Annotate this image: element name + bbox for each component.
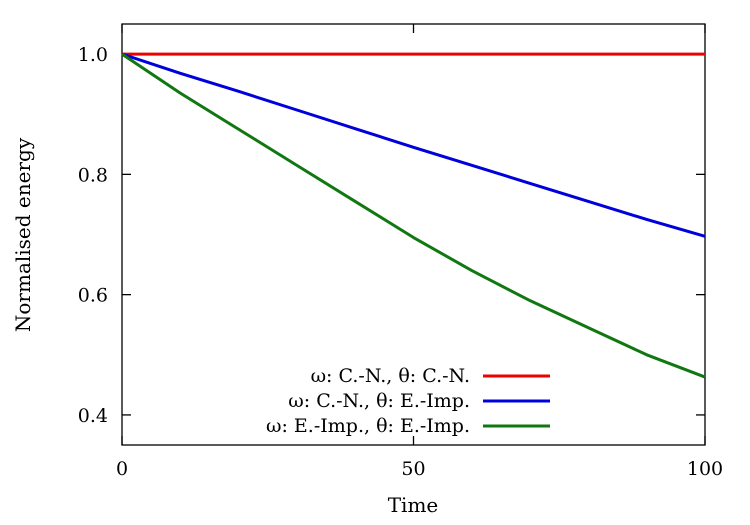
series-line-2 <box>121 52 706 379</box>
x-tick-label: 50 <box>401 458 425 480</box>
y-axis-label: Normalised energy <box>11 137 35 332</box>
series-lines <box>121 52 706 379</box>
x-axis-label: Time <box>388 493 439 517</box>
x-tick-label: 100 <box>687 458 723 480</box>
legend-label-2: ω: E.-Imp., θ: E.-Imp. <box>266 415 470 437</box>
y-tick-label: 0.8 <box>78 164 108 186</box>
legend-label-1: ω: C.-N., θ: E.-Imp. <box>288 390 470 412</box>
legend: ω: C.-N., θ: C.-N. ω: C.-N., θ: E.-Imp. ω:… <box>266 365 550 437</box>
series-line-1 <box>121 52 706 238</box>
y-tick-label: 1.0 <box>78 44 108 66</box>
x-tick-label: 0 <box>116 458 128 480</box>
axis-tick-labels: 0 50 100 0.4 0.6 0.8 1.0 <box>78 44 723 480</box>
y-tick-label: 0.6 <box>78 285 108 307</box>
y-tick-label: 0.4 <box>78 405 108 427</box>
legend-label-0: ω: C.-N., θ: C.-N. <box>311 365 470 387</box>
